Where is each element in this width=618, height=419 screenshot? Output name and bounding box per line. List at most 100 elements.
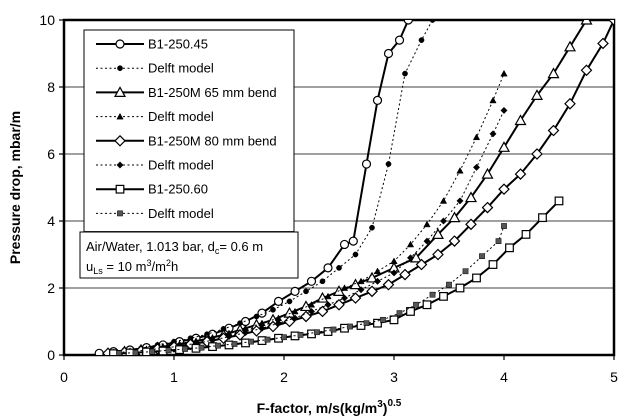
data-point (446, 281, 452, 288)
data-point (324, 292, 332, 300)
data-point (396, 310, 403, 316)
x-tick-label: 5 (610, 369, 618, 385)
annotation-line-2: uLs = 10 m3/m2h (86, 258, 178, 276)
legend-label: B1-250.45 (148, 37, 208, 52)
data-point (303, 288, 309, 295)
legend-swatch-marker (117, 65, 123, 72)
data-point (563, 40, 577, 52)
data-point (182, 346, 188, 352)
data-point (422, 300, 432, 310)
legend-entry: Delft model (96, 158, 214, 173)
data-point (429, 20, 436, 23)
data-point (361, 159, 372, 169)
data-point (241, 329, 250, 337)
data-point (403, 20, 413, 25)
data-point (330, 326, 337, 333)
data-point (349, 278, 362, 290)
data-point (531, 148, 543, 160)
data-point (390, 269, 398, 277)
data-point (383, 48, 394, 59)
data-point (415, 258, 428, 271)
data-point (501, 223, 507, 229)
data-point (479, 253, 485, 260)
data-point (448, 211, 461, 223)
data-point (472, 163, 481, 171)
data-point (514, 114, 527, 126)
data-point (258, 324, 266, 332)
data-point (270, 306, 276, 313)
data-point (495, 238, 502, 244)
data-point (389, 315, 399, 325)
data-point (286, 298, 293, 305)
legend-swatch-marker (116, 112, 124, 120)
data-point (564, 97, 576, 110)
legend-label: B1-250.60 (148, 182, 208, 197)
legend-entry: B1-250M 65 mm bend (96, 85, 277, 100)
data-point (448, 235, 461, 247)
data-point (198, 344, 205, 351)
data-point (225, 333, 233, 341)
data-point (365, 271, 379, 283)
y-tick-label: 4 (47, 213, 55, 229)
legend-box (83, 29, 295, 233)
data-point (580, 20, 593, 25)
data-point (481, 201, 494, 214)
legend-label: Delft model (148, 109, 214, 124)
data-point (366, 285, 378, 298)
data-point (488, 260, 498, 269)
data-point (297, 332, 304, 338)
y-axis-label: Pressure drop, mbar/m (7, 111, 23, 264)
data-point (429, 291, 436, 298)
data-point (497, 141, 511, 152)
data-point (439, 291, 448, 301)
data-point (149, 348, 155, 355)
data-point (399, 268, 411, 281)
x-tick-label: 2 (280, 369, 288, 385)
data-point (465, 218, 477, 231)
data-point (283, 315, 296, 328)
data-point (521, 230, 531, 239)
y-tick-label: 2 (47, 280, 55, 296)
data-point (382, 278, 395, 291)
data-point (373, 318, 382, 328)
data-point (580, 64, 593, 77)
data-point (273, 296, 284, 306)
data-point (357, 277, 365, 285)
legend-swatch-marker (117, 210, 123, 217)
data-point (248, 338, 254, 345)
data-point (385, 161, 392, 167)
data-point (357, 286, 365, 294)
data-point (132, 349, 139, 355)
annotation-box (79, 231, 299, 279)
data-point (406, 240, 415, 248)
data-point (472, 273, 481, 283)
data-point (306, 276, 317, 286)
data-point (418, 37, 425, 43)
data-point (530, 89, 544, 100)
data-point (319, 278, 326, 285)
data-point (274, 319, 283, 327)
y-tick-label: 8 (47, 79, 55, 95)
data-point (597, 37, 609, 50)
x-axis-label: F-factor, m/s(kg/m3)0.5 (257, 398, 402, 416)
data-point (456, 197, 464, 205)
data-point (314, 329, 320, 336)
data-point (514, 168, 527, 180)
data-point (462, 268, 469, 275)
x-tick-label: 1 (170, 369, 178, 385)
legend-label: Delft model (148, 61, 214, 76)
y-tick-label: 0 (47, 347, 55, 363)
data-point (456, 167, 464, 174)
data-point (349, 292, 362, 304)
data-point (380, 316, 386, 323)
data-point (439, 217, 448, 225)
data-point (489, 130, 497, 138)
data-point (500, 106, 508, 115)
legend-swatch-marker (115, 184, 125, 194)
y-tick-label: 10 (39, 12, 55, 28)
data-point (372, 95, 383, 106)
plot-frame (62, 18, 616, 357)
data-point (299, 300, 313, 312)
data-point (481, 167, 494, 179)
legend-entry: Delft model (96, 109, 214, 124)
